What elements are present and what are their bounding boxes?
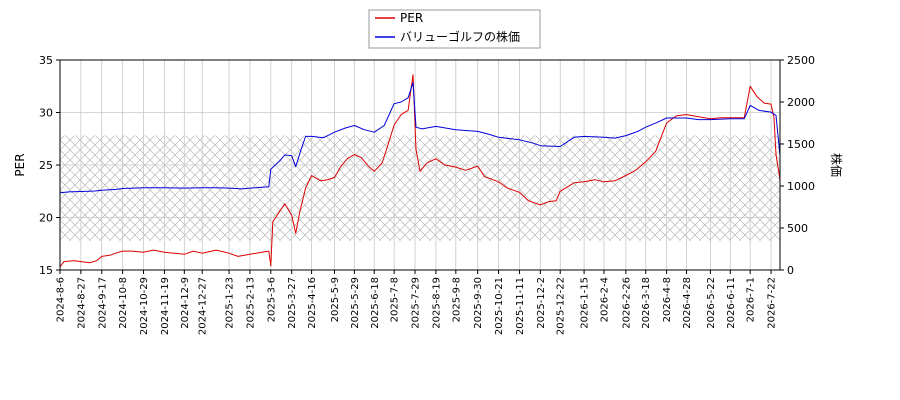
x-tick-label: 2026-6-11 (726, 277, 737, 329)
x-tick-label: 2025-10-21 (494, 277, 505, 335)
x-tick-label: 2025-12-22 (556, 277, 567, 335)
y-right-tick-label: 0 (787, 264, 794, 277)
x-tick-label: 2026-3-18 (641, 277, 652, 329)
legend: PER バリューゴルフの株価 (368, 9, 541, 49)
x-tick-label: 2026-4-8 (662, 277, 673, 322)
x-tick-label: 2025-8-19 (431, 277, 442, 329)
x-tick-label: 2024-12-9 (180, 277, 191, 329)
x-tick-label: 2024-10-29 (139, 277, 150, 335)
x-tick-label: 2025-12-2 (536, 277, 547, 329)
x-tick-label: 2025-3-27 (287, 277, 298, 329)
y-left-tick-label: 35 (39, 54, 53, 67)
x-tick-label: 2026-7-22 (767, 277, 778, 329)
x-tick-label: 2024-9-17 (97, 277, 108, 329)
y-right-tick-label: 1500 (787, 138, 815, 151)
x-tick-label: 2026-2-4 (599, 277, 610, 322)
y-right-tick-label: 500 (787, 222, 808, 235)
x-tick-label: 2025-7-8 (390, 277, 401, 322)
per-line (60, 74, 780, 268)
x-tick-label: 2024-8-27 (76, 277, 87, 329)
x-tick-label: 2026-5-22 (706, 277, 717, 329)
y-right-tick-label: 2500 (787, 54, 815, 67)
y-right-tick-label: 2000 (787, 96, 815, 109)
x-tick-label: 2026-2-26 (621, 277, 632, 329)
x-tick-label: 2024-12-27 (198, 277, 209, 335)
y-left-tick-label: 30 (39, 107, 53, 120)
x-tick-label: 2024-10-8 (118, 277, 129, 329)
legend-label-per: PER (400, 11, 423, 25)
series-layer (60, 74, 780, 268)
x-tick-label: 2025-7-29 (411, 277, 422, 329)
y-axis-left-label: PER (13, 153, 27, 176)
price-line (60, 82, 780, 194)
x-tick-label: 2025-9-8 (451, 277, 462, 322)
x-tick-label: 2025-6-18 (370, 277, 381, 329)
x-tick-label: 2026-4-28 (682, 277, 693, 329)
x-tick-label: 2024-8-6 (56, 277, 67, 322)
x-tick-label: 2025-5-29 (350, 277, 361, 329)
x-tick-label: 2025-5-9 (330, 277, 341, 322)
x-tick-label: 2026-1-15 (580, 277, 591, 329)
legend-box (368, 9, 541, 49)
x-tick-label: 2025-1-23 (225, 277, 236, 329)
legend-label-price: バリューゴルフの株価 (400, 29, 520, 44)
x-tick-label: 2025-2-13 (245, 277, 256, 329)
x-tick-label: 2025-3-6 (266, 277, 277, 322)
x-tick-label: 2026-7-1 (746, 277, 757, 322)
x-tick-label: 2025-9-30 (473, 277, 484, 329)
y-axis-right-label: 株価 (829, 153, 844, 177)
y-axis-right: 0 500 1000 1500 2000 2500 (780, 54, 815, 277)
x-tick-label: 2024-11-19 (160, 277, 171, 335)
x-tick-label: 2025-11-11 (515, 277, 526, 335)
y-left-tick-label: 15 (39, 264, 53, 277)
y-left-tick-label: 25 (39, 159, 53, 172)
y-axis-left: 15 20 25 30 35 (39, 54, 60, 277)
x-tick-label: 2025-4-16 (307, 277, 318, 329)
y-left-tick-label: 20 (39, 212, 53, 225)
x-axis: 2024-8-6 2024-8-27 2024-9-17 2024-10-8 2024-… (56, 270, 778, 335)
y-right-tick-label: 1000 (787, 180, 815, 193)
